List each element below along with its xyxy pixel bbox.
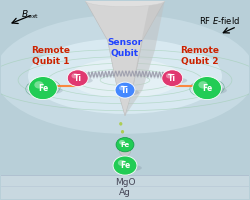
Circle shape (116, 138, 134, 152)
Ellipse shape (68, 77, 93, 84)
Polygon shape (125, 1, 165, 116)
Polygon shape (85, 1, 165, 116)
Ellipse shape (121, 130, 124, 134)
Text: Fe: Fe (120, 142, 130, 148)
Text: Remote
Qubit 1: Remote Qubit 1 (31, 46, 70, 66)
Text: Ag: Ag (119, 188, 131, 197)
Text: Ti: Ti (121, 86, 129, 95)
Circle shape (119, 85, 126, 90)
Ellipse shape (28, 86, 63, 95)
FancyBboxPatch shape (1, 175, 249, 199)
Circle shape (162, 70, 183, 86)
Text: RF $E$-field: RF $E$-field (199, 15, 240, 26)
Circle shape (28, 77, 58, 100)
Circle shape (113, 156, 137, 175)
Ellipse shape (116, 89, 140, 95)
Text: $B_{\mathrm{ext}}$: $B_{\mathrm{ext}}$ (20, 8, 39, 21)
Circle shape (115, 82, 135, 98)
Text: Ti: Ti (168, 74, 176, 83)
Circle shape (120, 147, 130, 156)
Text: Fe: Fe (120, 161, 130, 170)
Ellipse shape (192, 86, 227, 95)
Ellipse shape (162, 77, 187, 84)
Circle shape (67, 70, 88, 86)
Ellipse shape (119, 122, 122, 126)
Text: Remote
Qubit 2: Remote Qubit 2 (180, 46, 219, 66)
Text: Sensor
Qubit: Sensor Qubit (108, 38, 142, 58)
Text: Ti: Ti (74, 74, 82, 83)
Text: Fe: Fe (202, 84, 212, 93)
Circle shape (118, 160, 126, 166)
Ellipse shape (85, 0, 165, 7)
Circle shape (119, 140, 125, 145)
Ellipse shape (28, 38, 222, 114)
Text: Fe: Fe (38, 84, 48, 93)
Circle shape (198, 81, 207, 89)
Circle shape (72, 73, 78, 78)
Circle shape (166, 73, 173, 78)
Ellipse shape (120, 138, 123, 142)
Ellipse shape (69, 58, 181, 98)
Ellipse shape (113, 164, 142, 171)
Text: MgO: MgO (115, 178, 135, 187)
Circle shape (192, 77, 222, 100)
Circle shape (34, 81, 43, 89)
Ellipse shape (0, 15, 250, 134)
